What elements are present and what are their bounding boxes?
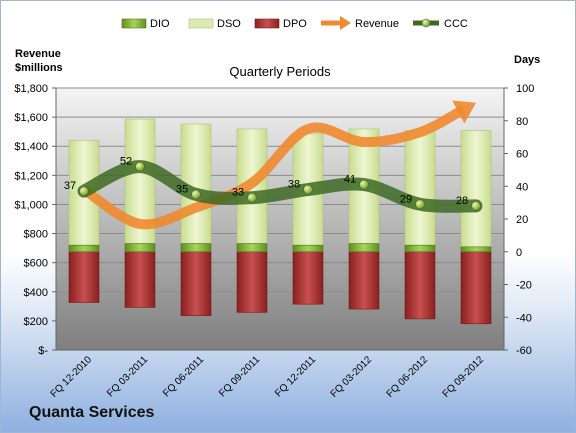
right-tick-label: 60	[516, 149, 528, 161]
ccc-data-label: 52	[120, 156, 132, 168]
ccc-data-label: 29	[400, 193, 412, 205]
ccc-point	[79, 186, 89, 196]
left-tick-label: $600	[24, 258, 48, 270]
ccc-line	[77, 160, 483, 213]
right-tick-label: 0	[516, 247, 522, 259]
left-tick-label: $1,200	[14, 170, 48, 182]
right-tick-label: -40	[516, 312, 532, 324]
lines: 37 52 35 33 38 41 29 28	[64, 100, 483, 230]
ccc-point	[415, 199, 425, 210]
dpo-bar	[292, 251, 324, 305]
ccc-data-label: 38	[288, 179, 300, 191]
left-tick-label: $1,800	[14, 83, 48, 95]
left-axis-title-line1: Revenue	[15, 48, 61, 60]
left-axis-title-line2: $millions	[15, 62, 63, 74]
ccc-point	[247, 192, 257, 203]
ccc-point	[303, 184, 313, 195]
category-label: FQ 12-2011	[273, 354, 318, 399]
ccc-data-label: 37	[64, 180, 76, 192]
left-tick-label: $1,600	[14, 112, 48, 124]
ccc-data-label: 28	[456, 195, 468, 207]
dio-bar	[236, 243, 268, 253]
ccc-data-label: 33	[232, 187, 244, 199]
legend-label: CCC	[444, 18, 468, 30]
ccc-data-label: 35	[176, 183, 188, 195]
legend: DIO DSO DPO Revenue CCC	[121, 16, 468, 30]
right-axis-title: Days	[514, 54, 540, 66]
dio-bar	[348, 243, 380, 253]
ccc-point	[471, 201, 481, 211]
dpo-bar	[68, 251, 100, 303]
ccc-point	[191, 189, 201, 200]
dpo-bar	[404, 251, 436, 320]
ccc-point	[135, 161, 145, 172]
dso-bar	[460, 130, 492, 248]
dio-bar	[460, 246, 492, 253]
legend-swatch-dot	[421, 18, 431, 28]
dio-bar	[180, 243, 212, 253]
right-tick-label: 100	[516, 83, 534, 95]
legend-swatch	[254, 18, 280, 29]
category-label: FQ 03-2012	[329, 354, 375, 400]
dio-bar	[404, 244, 436, 253]
left-tick-label: $-	[38, 345, 48, 357]
category-label: FQ 06-2012	[385, 354, 431, 400]
dpo-bar	[236, 251, 268, 313]
category-label: FQ 09-2011	[217, 354, 262, 399]
right-tick-label: -60	[516, 345, 532, 357]
legend-label: DPO	[283, 18, 307, 30]
right-tick-label: 40	[516, 181, 528, 193]
legend-swatch	[121, 18, 147, 29]
legend-label: DSO	[217, 18, 241, 30]
ccc-point	[359, 179, 369, 190]
legend-swatch-arrowhead	[340, 16, 351, 30]
ccc-data-label: 41	[344, 174, 356, 186]
chart-title: Quarterly Periods	[229, 64, 331, 79]
dpo-bar	[124, 251, 156, 308]
right-tick-label: -20	[516, 280, 532, 292]
revenue-arrowhead	[452, 100, 476, 124]
dpo-bar	[460, 251, 492, 325]
legend-label: Revenue	[355, 18, 399, 30]
dio-bar	[292, 244, 324, 253]
dio-bar	[124, 243, 156, 253]
dso-bar	[404, 130, 436, 246]
dio-bar	[68, 244, 100, 253]
category-label: FQ 12-2010	[49, 354, 95, 400]
dpo-bar	[180, 251, 212, 316]
dpo-bar	[348, 251, 380, 310]
revenue-line	[81, 104, 467, 230]
company-name: Quanta Services	[29, 404, 155, 421]
left-tick-label: $400	[24, 287, 48, 299]
category-label: FQ 06-2011	[161, 354, 206, 399]
category-label: FQ 03-2011	[105, 354, 150, 399]
left-tick-label: $800	[24, 229, 48, 241]
left-tick-label: $1,000	[14, 199, 48, 211]
right-tick-label: 80	[516, 116, 528, 128]
right-tick-label: 20	[516, 214, 528, 226]
category-label: FQ 09-2012	[441, 354, 487, 400]
legend-label: DIO	[150, 18, 170, 30]
legend-swatch	[188, 18, 214, 29]
left-tick-label: $200	[24, 316, 48, 328]
left-tick-label: $1,400	[14, 141, 48, 153]
